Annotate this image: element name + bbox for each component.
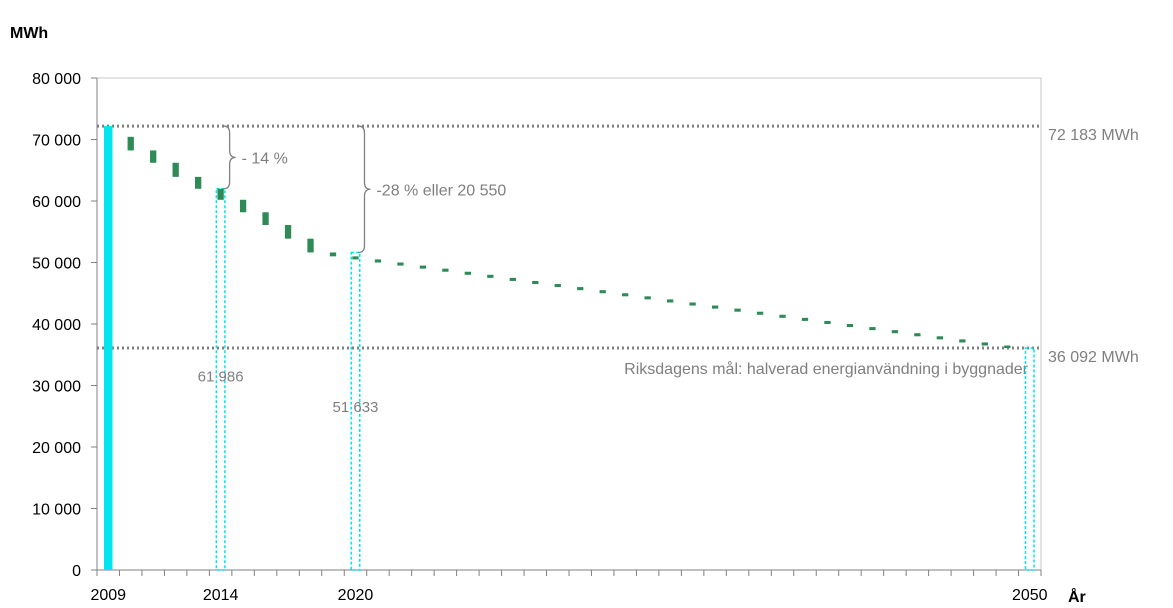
step-mark-2022 [397, 262, 404, 266]
step-mark-2015 [239, 199, 247, 213]
x-tick-label: 2014 [203, 587, 239, 604]
reference-line-label: 72 183 MWh [1048, 127, 1139, 144]
step-mark-2041 [824, 320, 831, 324]
step-mark-2026 [487, 274, 494, 278]
step-mark-2024 [442, 268, 449, 272]
step-mark-2028 [532, 280, 539, 285]
x-tick-label: 2009 [90, 587, 126, 604]
guide-bar-label: 61 986 [198, 368, 244, 385]
brace [358, 125, 371, 254]
x-tick-label: 2050 [1012, 587, 1048, 604]
step-mark-2046 [936, 336, 944, 340]
step-mark-2020 [352, 256, 359, 260]
step-mark-2042 [846, 324, 854, 328]
x-axis-title: År [1068, 587, 1086, 606]
step-mark-2032 [622, 293, 629, 297]
step-mark-2017 [284, 225, 292, 239]
y-tick-label: 50 000 [32, 256, 81, 273]
y-tick-label: 60 000 [32, 194, 81, 211]
guide-bar-2050 [1024, 347, 1035, 571]
step-mark-2029 [554, 284, 561, 288]
step-mark-2025 [464, 271, 472, 275]
step-mark-2031 [599, 290, 606, 294]
brace [223, 125, 236, 190]
y-tick-label: 0 [72, 563, 81, 580]
step-mark-2010 [127, 136, 134, 151]
step-mark-2044 [891, 330, 899, 334]
y-tick-label: 20 000 [32, 440, 81, 457]
step-mark-2039 [779, 314, 786, 318]
plot-area: 0 10 000 20 000 30 000 40 000 50 000 60 000 70 … [32, 71, 1139, 604]
step-mark-2034 [666, 299, 674, 303]
step-mark-2023 [419, 265, 427, 269]
step-mark-2038 [756, 311, 764, 315]
step-mark-2045 [914, 333, 921, 337]
step-mark-2027 [509, 277, 516, 281]
baseline-bar-2009 [103, 126, 113, 570]
guide-bar-2020 [350, 251, 361, 571]
step-mark-2043 [869, 327, 876, 331]
step-mark-2049 [1004, 345, 1011, 349]
y-tick-label: 70 000 [32, 133, 81, 150]
reference-line-label: 36 092 MWh [1048, 349, 1139, 366]
y-tick-label: 40 000 [32, 317, 81, 334]
step-mark-2036 [711, 305, 719, 309]
x-tick-label: 2020 [338, 587, 374, 604]
step-mark-2035 [689, 302, 696, 306]
plot-frame [96, 77, 1042, 571]
step-mark-2048 [981, 342, 988, 346]
step-mark-2016 [262, 212, 269, 226]
step-mark-2030 [577, 287, 584, 291]
step-mark-2018 [307, 238, 314, 253]
step-mark-2012 [172, 162, 179, 177]
guide-bar-label: 51 633 [333, 399, 379, 416]
brace-label: -28 % eller 20 550 [376, 182, 506, 199]
step-mark-2019 [329, 252, 337, 257]
step-mark-2021 [374, 259, 382, 263]
step-mark-2033 [644, 296, 651, 300]
step-mark-2013 [194, 176, 202, 189]
brace-label: - 14 % [242, 150, 288, 167]
y-tick-label: 80 000 [32, 71, 81, 88]
y-axis-title: MWh [10, 25, 48, 42]
step-mark-2011 [150, 150, 157, 163]
reference-line-caption: Riksdagens mål: halverad energianvändnin… [624, 360, 1028, 378]
y-tick-label: 10 000 [32, 502, 81, 519]
step-mark-2014 [217, 188, 224, 200]
y-tick-label: 30 000 [32, 379, 81, 396]
step-mark-2037 [734, 308, 741, 312]
step-mark-2047 [959, 339, 966, 343]
step-mark-2040 [801, 317, 809, 321]
